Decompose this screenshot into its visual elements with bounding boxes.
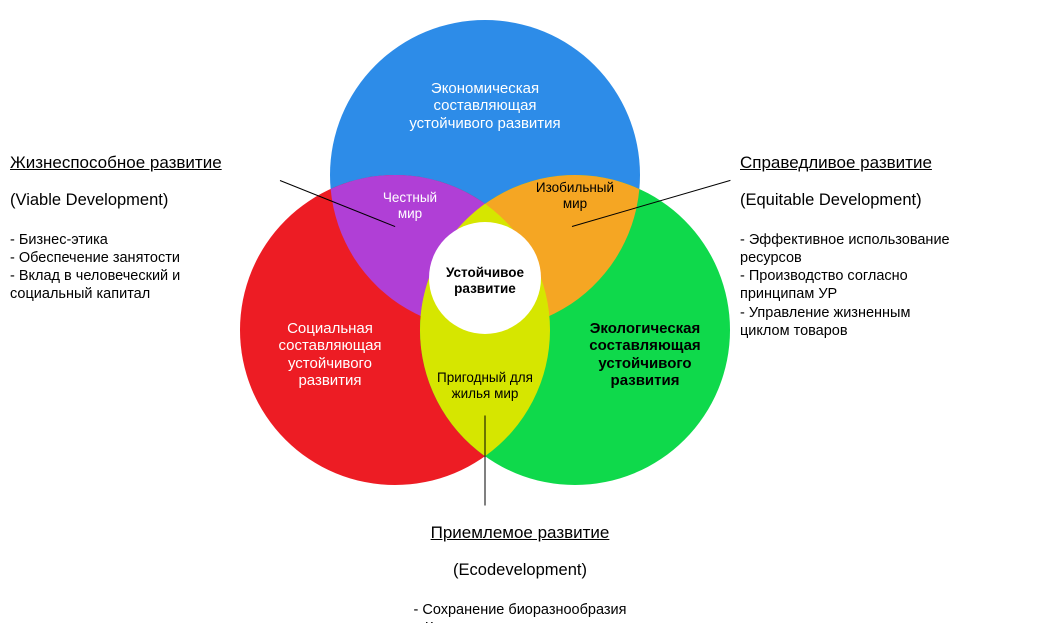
bullets-equitable: - Эффективное использование ресурсов - П… <box>740 231 950 340</box>
subheading-ecodev: (Ecodevelopment) <box>330 561 710 580</box>
leader-line-ecodev <box>485 416 486 506</box>
heading-equitable: Справедливое развитие <box>740 153 950 173</box>
subheading-viable: (Viable Development) <box>10 191 222 210</box>
annotation-viable: Жизнеспособное развитие (Viable Developm… <box>10 135 222 322</box>
label-ecological: Экологическая составляющая устойчивого р… <box>565 320 725 389</box>
bullets-viable: - Бизнес-этика - Обеспечение занятости -… <box>10 231 222 304</box>
label-sustainable-dev: Устойчивое развитие <box>425 265 545 296</box>
bullets-ecodev: - Сохранение биоразнообразия - Контроль … <box>330 601 710 623</box>
venn-diagram: Экономическая составляющая устойчивого р… <box>0 0 1051 623</box>
heading-ecodev: Приемлемое развитие <box>330 523 710 543</box>
label-social: Социальная составляющая устойчивого разв… <box>250 320 410 389</box>
annotation-equitable: Справедливое развитие (Equitable Develop… <box>740 135 950 358</box>
heading-viable: Жизнеспособное развитие <box>10 153 222 173</box>
label-honest-world: Честный мир <box>365 190 455 221</box>
subheading-equitable: (Equitable Development) <box>740 191 950 210</box>
label-livable-world: Пригодный для жилья мир <box>420 370 550 401</box>
annotation-ecodev: Приемлемое развитие (Ecodevelopment) - С… <box>330 505 710 623</box>
label-economic: Экономическая составляющая устойчивого р… <box>355 80 615 132</box>
label-abundant-world: Изобильный мир <box>530 180 620 211</box>
